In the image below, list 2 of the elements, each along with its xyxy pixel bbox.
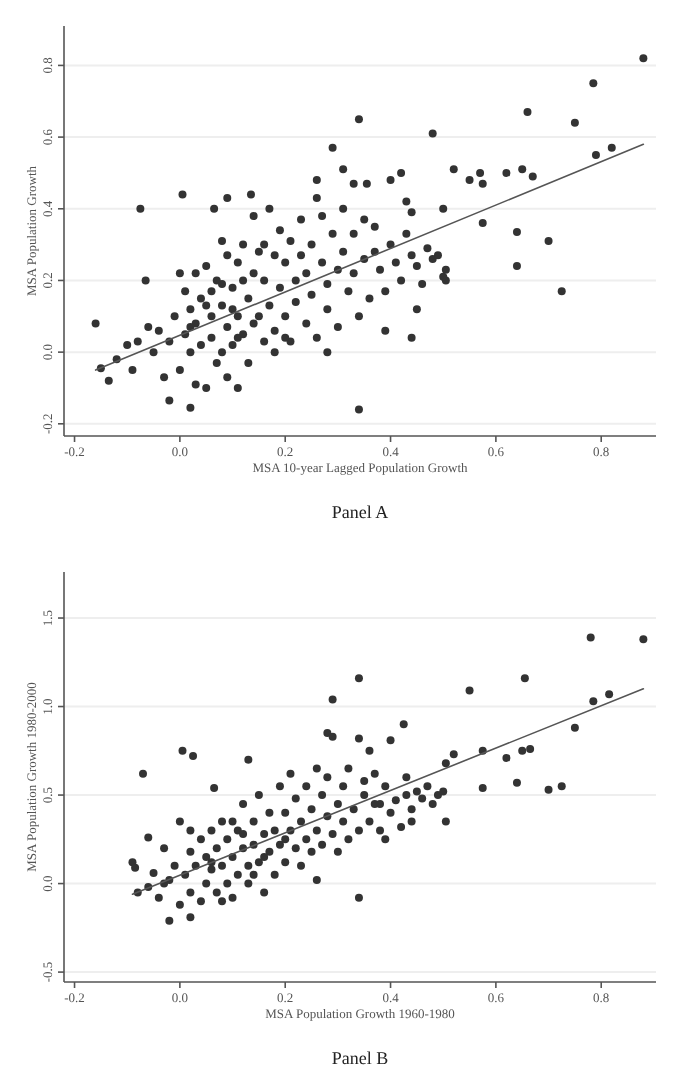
text: Panel B [331, 1048, 389, 1068]
text: Panel A [331, 502, 390, 522]
